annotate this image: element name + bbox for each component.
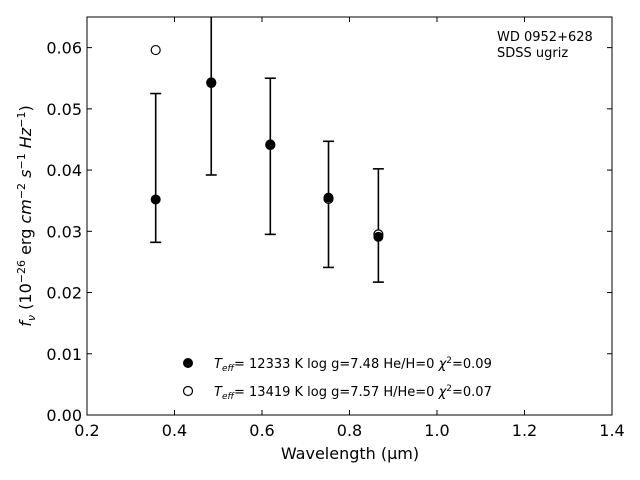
svg-text:fν (10−26 erg cm−2 s−1 Hz−1): fν (10−26 erg cm−2 s−1 Hz−1) [15, 105, 38, 326]
y-tick-label: 0.04 [46, 161, 82, 180]
model-point-filled [265, 139, 276, 150]
x-tick-label: 0.6 [249, 421, 274, 440]
x-tick-label: 1.2 [512, 421, 537, 440]
error-bars [150, 17, 384, 283]
y-tick-label: 0.03 [46, 222, 82, 241]
y-axis-label: fν (10−26 erg cm−2 s−1 Hz−1) [15, 105, 38, 326]
y-tick-label: 0.00 [46, 406, 82, 425]
model-point-open [150, 44, 161, 56]
annotation-line-1: WD 0952+628 [497, 30, 593, 45]
x-tick-label: 1.4 [599, 421, 624, 440]
model-point-filled [373, 231, 384, 242]
legend-marker-filled [183, 358, 193, 368]
legend-entry-2: Teff= 13419 K log g=7.57 H/He=0 χ2=0.07 [214, 384, 492, 402]
legend: Teff= 12333 K log g=7.48 He/H=0 χ2=0.09 … [182, 356, 492, 402]
annotation-line-2: SDSS ugriz [497, 46, 568, 61]
legend-entry-1: Teff= 12333 K log g=7.48 He/H=0 χ2=0.09 [214, 356, 492, 374]
y-tick-label: 0.02 [46, 284, 82, 303]
data-points [150, 44, 384, 242]
x-tick-label: 0.4 [162, 421, 187, 440]
axis-ticks: 0.2 0.4 0.6 0.8 1.0 1.2 1.4 0.00 0.01 0.02 0.03 0.0… [46, 17, 625, 440]
legend-marker-open [182, 385, 194, 397]
x-tick-label: 0.2 [74, 421, 99, 440]
model-point-filled [323, 192, 334, 203]
y-tick-label: 0.05 [46, 100, 82, 119]
x-axis-label: Wavelength (μm) [281, 444, 419, 463]
model-point-filled [150, 194, 161, 205]
x-tick-label: 0.8 [337, 421, 362, 440]
model-point-filled [206, 78, 217, 89]
plot-frame [86, 16, 613, 416]
y-tick-label: 0.01 [46, 345, 82, 364]
y-tick-label: 0.06 [46, 39, 82, 58]
x-tick-label: 1.0 [424, 421, 449, 440]
